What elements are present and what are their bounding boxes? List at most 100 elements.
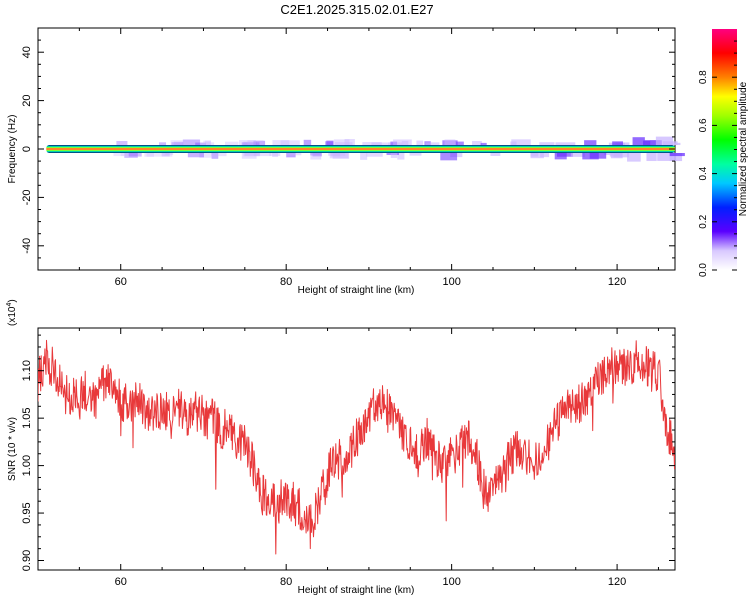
spectrogram-noise-cell: [472, 140, 482, 145]
spectrogram-noise-cell: [205, 140, 212, 145]
spectrogram-noise-cell: [199, 153, 216, 158]
snr-y-tick-label: 1.00: [21, 455, 33, 476]
spectrogram-noise-cell: [511, 139, 531, 145]
spectrogram-noise-cell: [613, 153, 629, 158]
spectrogram-noise-cell: [182, 139, 200, 145]
spectrogram-noise-cell: [328, 153, 346, 156]
snr-y-tick-label: 1.10: [21, 360, 33, 381]
spectrogram-y-tick-label: 40: [21, 46, 33, 58]
spectrogram-x-tick-label: 120: [608, 276, 626, 288]
spectrogram-noise-cell: [286, 153, 302, 156]
spectrogram-x-tick-label: 60: [115, 276, 127, 288]
snr-scale-suffix: ): [7, 299, 18, 302]
spectrogram-noise-cell: [416, 140, 424, 145]
spectrogram-noise-cell: [244, 153, 261, 156]
spectrogram-noise-cell: [325, 141, 334, 145]
spectrogram-noise-cell: [144, 153, 154, 157]
spectrogram-noise-cell: [225, 141, 239, 145]
spectrogram-noise-cell: [390, 153, 398, 158]
spectrogram-noise-cell: [184, 139, 201, 145]
snr-y-label: SNR (10 * v/v): [7, 417, 18, 481]
spectrogram-noise-cell: [173, 141, 187, 145]
spectrogram-y-tick-label: -20: [21, 189, 33, 205]
spectrogram-y-ticks: 40 20 0 -20 -40: [21, 27, 675, 271]
spectrogram-noise-cell: [604, 153, 613, 156]
spectrogram-noise-cell: [344, 138, 355, 145]
spectrogram-noise-cell: [113, 153, 124, 157]
snr-y-tick-label: 0.90: [21, 550, 33, 571]
spectrogram-y-tick-label: 0: [21, 146, 33, 152]
spectrogram-noise-cell: [120, 153, 129, 157]
spectrogram-band: [46, 145, 676, 153]
spectrogram-noise-cell: [440, 153, 458, 161]
spectrogram-noise-cell: [253, 140, 266, 145]
spectrogram-noise-cell: [674, 142, 681, 145]
spectrogram-noise-cell: [632, 137, 645, 145]
colorbar-ticks: 0.0 0.2 0.4 0.6 0.8: [698, 40, 737, 277]
spectrogram-noise-cell: [333, 139, 350, 145]
spectrogram-noise-cell: [312, 153, 322, 157]
spectrogram-noise-cell: [170, 140, 183, 145]
spectrogram-noise-cell: [161, 153, 170, 157]
spectrogram-noise-cell: [612, 141, 623, 145]
snr-x-ticks: 60 80 100 120: [37, 328, 659, 588]
spectrogram-noise-layer: [113, 136, 685, 162]
spectrogram-noise-cell: [642, 140, 651, 145]
spectrogram-noise-cell: [187, 153, 204, 158]
spectrogram-noise-cell: [238, 140, 256, 145]
spectrogram-noise-cell: [247, 140, 264, 145]
spectrogram-x-ticks: 60 80 100 120: [37, 28, 659, 288]
spectrogram-noise-cell: [195, 142, 206, 145]
spectrogram-noise-cell: [669, 153, 685, 157]
spectrogram-noise-cell: [310, 153, 322, 156]
spectrogram-noise-cell: [330, 153, 341, 157]
spectrogram-noise-cell: [286, 153, 296, 158]
spectrogram-noise-cell: [253, 153, 271, 157]
spectrogram-noise-cell: [409, 153, 422, 156]
spectrogram-noise-cell: [444, 139, 456, 145]
spectrogram-noise-cell: [539, 142, 555, 145]
spectrogram-noise-cell: [310, 153, 322, 156]
spectrogram-noise-cell: [366, 153, 383, 157]
snr-y-ticks: 0.90 0.95 1.00 1.05 1.10: [21, 334, 675, 571]
snr-x-label: Height of straight line (km): [298, 585, 415, 596]
snr-scale-label: (x104): [6, 299, 18, 326]
spectrogram-noise-cell: [584, 140, 597, 145]
snr-y-tick-label: 0.95: [21, 502, 33, 523]
spectrogram-noise-cell: [657, 153, 677, 161]
spectrogram-noise-cell: [456, 141, 464, 145]
spectrogram-noise-cell: [203, 140, 211, 145]
colorbar-tick-label: 0.0: [698, 263, 709, 277]
spectrogram-noise-cell: [510, 141, 517, 145]
snr-scale-exponent: 4: [6, 303, 13, 307]
spectrogram-noise-cell: [627, 153, 641, 162]
snr-scale-prefix: (x10: [7, 306, 18, 326]
colorbar: 0.0 0.2 0.4 0.6 0.8 Normalized spectral ampl…: [698, 29, 749, 277]
spectrogram-x-label: Height of straight line (km): [298, 285, 415, 296]
colorbar-tick-label: 0.2: [698, 214, 709, 228]
spectrogram-y-label: Frequency (Hz): [7, 115, 18, 184]
spectrogram-noise-cell: [425, 142, 440, 145]
spectrogram-noise-cell: [646, 153, 657, 162]
spectrogram-x-tick-label: 80: [280, 276, 292, 288]
spectrogram-noise-cell: [272, 153, 279, 157]
spectrogram-noise-cell: [360, 153, 368, 160]
spectrogram-noise-cell: [326, 140, 334, 145]
spectrogram-noise-cell: [669, 153, 683, 162]
spectrogram-noise-cell: [662, 141, 678, 145]
spectrogram-noise-cell: [397, 153, 405, 160]
snr-panel: 60 80 100 120 0.90 0.95 1.00 1.05 1.10 Height o…: [6, 299, 676, 596]
spectrogram-noise-cell: [310, 153, 322, 160]
snr-series-line: [38, 339, 675, 555]
spectrogram-noise-cell: [554, 153, 567, 160]
spectrogram-noise-cell: [644, 140, 662, 145]
spectrogram-noise-cell: [401, 140, 409, 145]
spectrogram-noise-cell: [490, 153, 501, 156]
colorbar-label: Normalized spectral amplitude: [738, 81, 749, 216]
snr-x-tick-label: 60: [115, 576, 127, 588]
spectrogram-noise-cell: [128, 153, 142, 157]
spectrogram-x-tick-label: 100: [442, 276, 460, 288]
snr-x-tick-label: 120: [608, 576, 626, 588]
spectrogram-noise-cell: [303, 139, 312, 145]
